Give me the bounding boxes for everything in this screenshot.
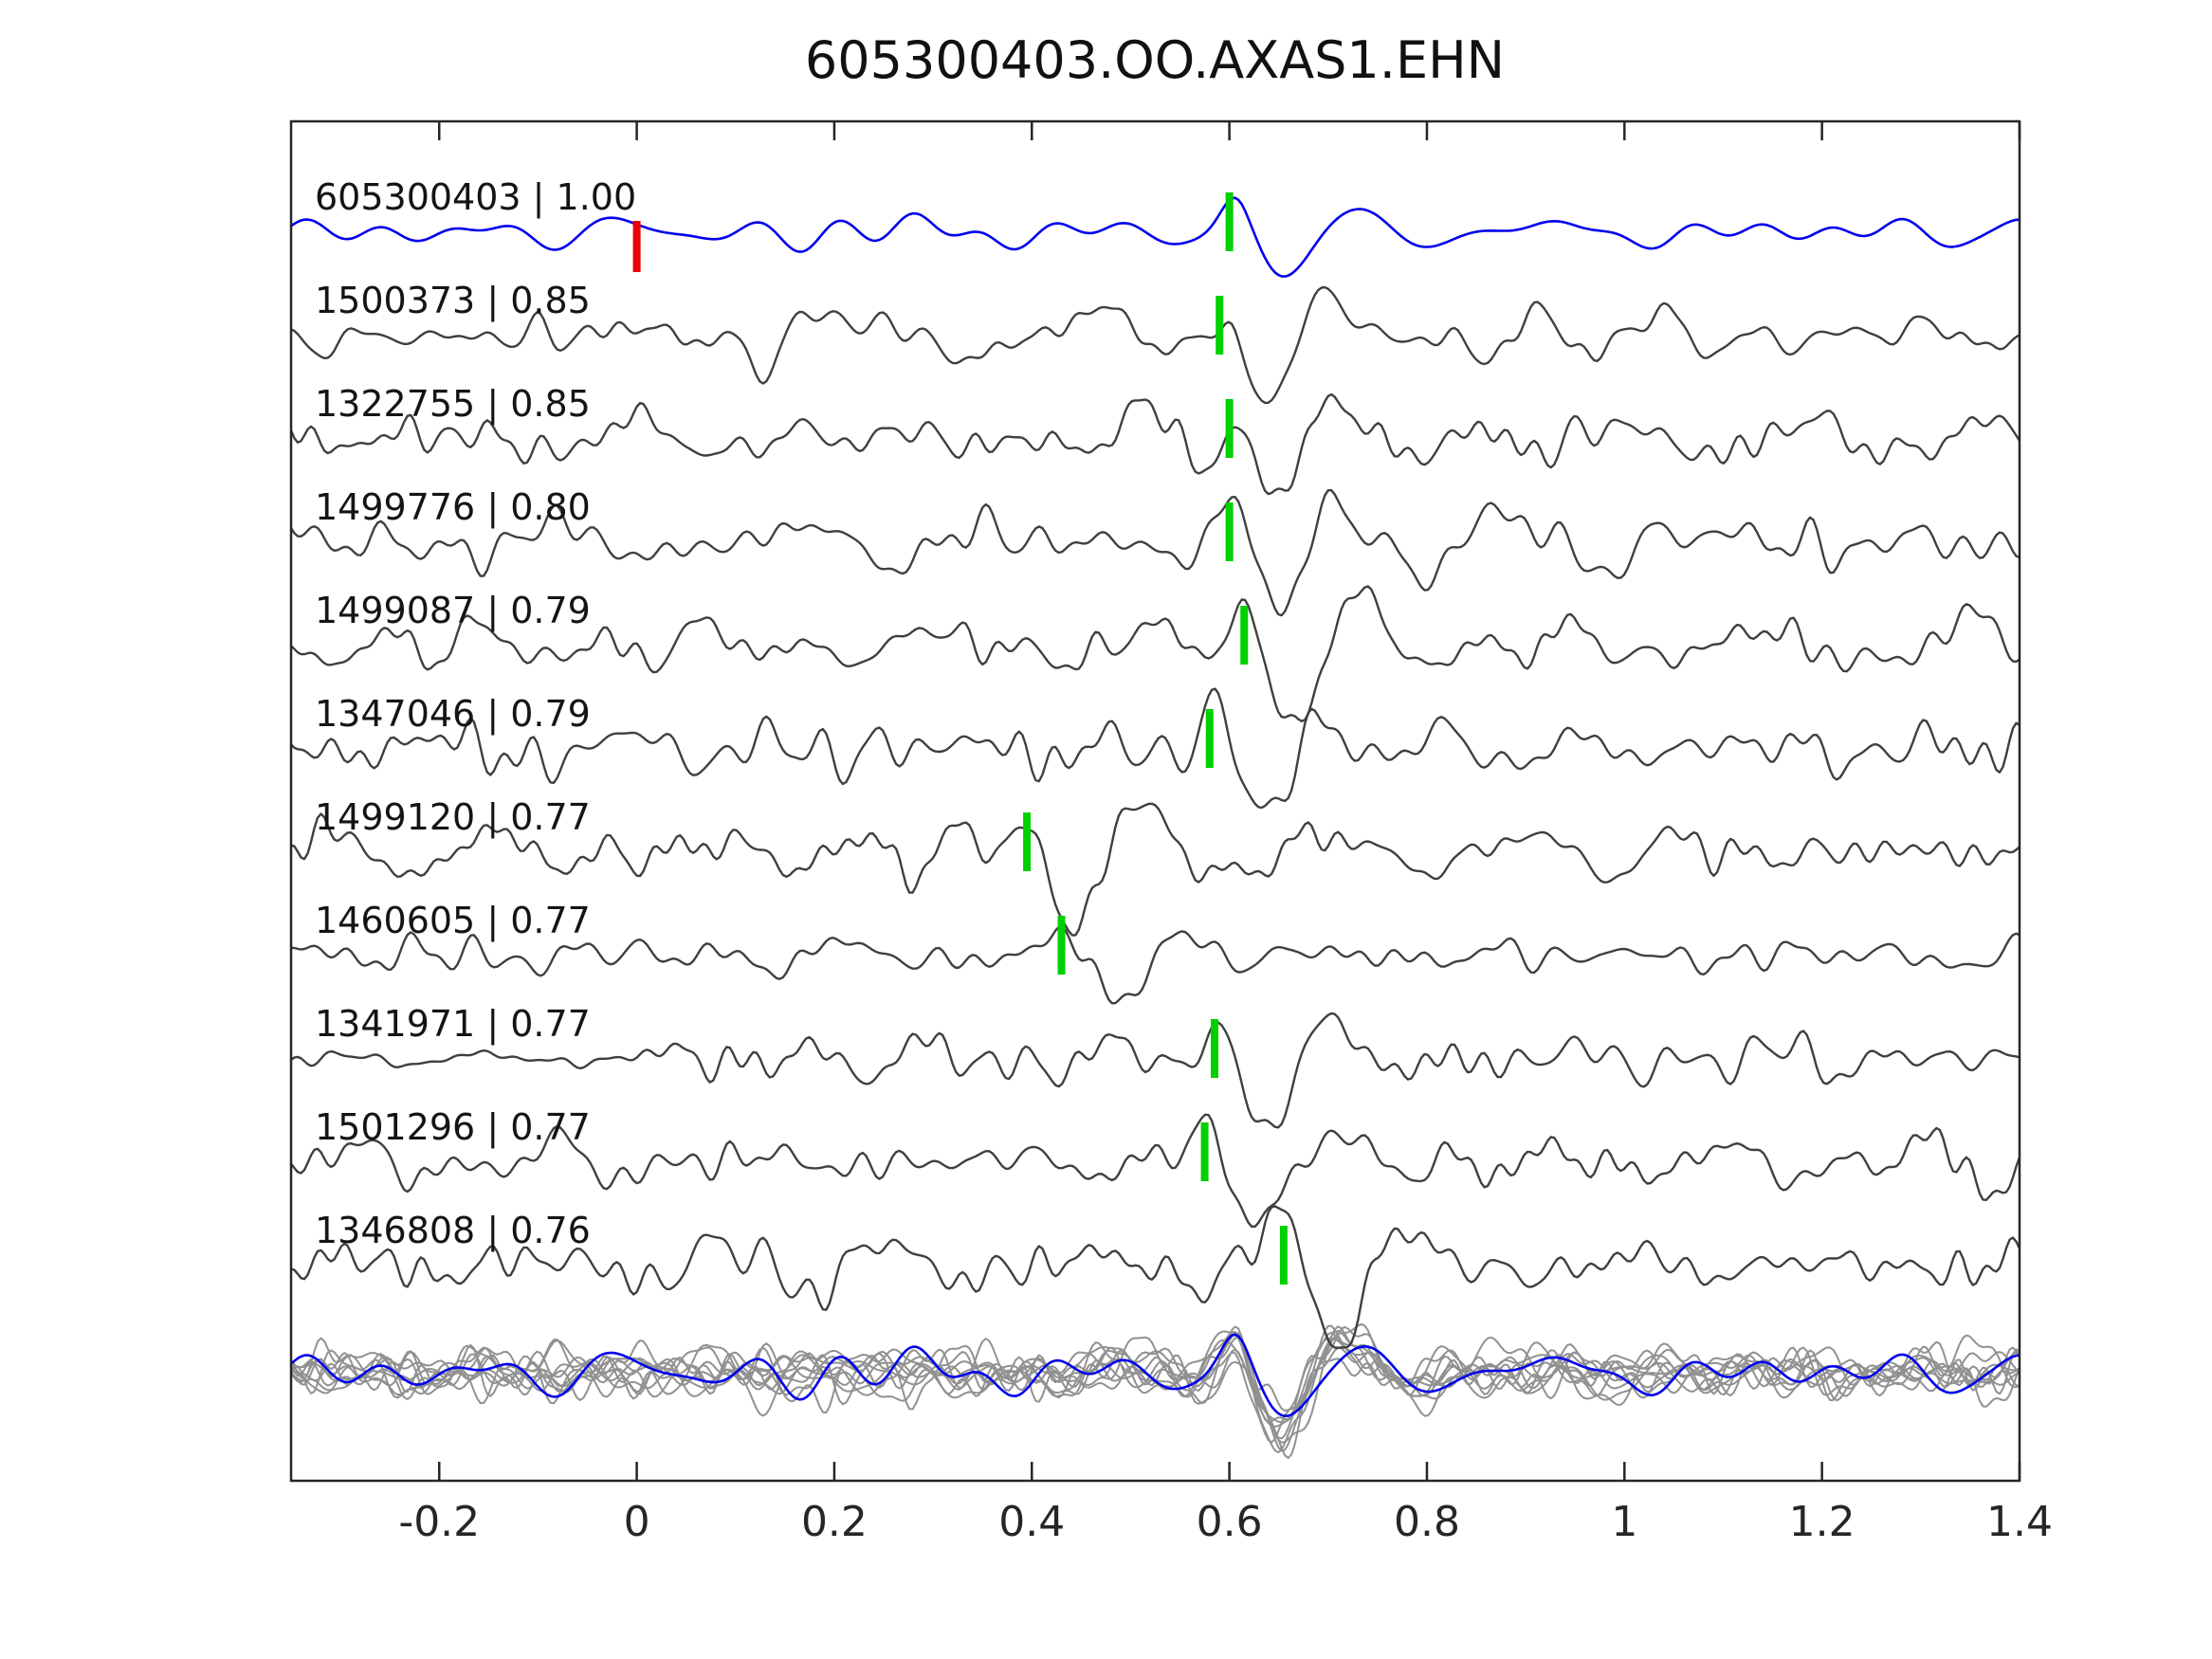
x-tick-label: -0.2: [398, 1498, 480, 1546]
trace-label-605300403: 605300403 | 1.00: [315, 176, 636, 219]
overlay-template-trace: [291, 1333, 2020, 1417]
waveform-trace-605300403: [291, 196, 2020, 278]
x-tick-label: 1.4: [1986, 1498, 2053, 1546]
trace-label-1500373: 1500373 | 0.85: [315, 280, 591, 322]
axis-ticks: -0.2 0 0.2 0.4 0.6 0.8 1 1.2 1.4: [398, 121, 2053, 1546]
x-tick-label: 0: [624, 1498, 650, 1546]
trace-label-1499087: 1499087 | 0.79: [315, 590, 591, 632]
trace-label-1501296: 1501296 | 0.77: [315, 1106, 591, 1149]
trace-group: [291, 196, 2020, 1349]
waveform-trace-1460605: [291, 925, 2020, 1005]
trace-label-1499776: 1499776 | 0.80: [315, 486, 591, 529]
trace-labels: 605300403 | 1.00 1500373 | 0.85 1322755 | …: [315, 176, 636, 1252]
waveform-trace-1347046: [291, 687, 2020, 810]
trace-label-1322755: 1322755 | 0.85: [315, 383, 591, 426]
x-tick-label: 1.2: [1789, 1498, 1856, 1546]
x-tick-label: 0.2: [801, 1498, 868, 1546]
overlay-trace-1460605: [291, 1337, 2020, 1424]
waveform-trace-1501296: [291, 1113, 2020, 1228]
overlay-trace-1501296: [291, 1322, 2020, 1444]
waveform-trace-1500373: [291, 285, 2020, 405]
waveform-trace-1346808: [291, 1205, 2020, 1349]
waveform-trace-1499120: [291, 802, 2020, 937]
overlay-trace-1341971: [291, 1329, 2020, 1452]
waveform-trace-1499776: [291, 489, 2020, 617]
x-tick-label: 0.6: [1197, 1498, 1263, 1546]
trace-label-1460605: 1460605 | 0.77: [315, 900, 591, 942]
trace-label-1499120: 1499120 | 0.77: [315, 796, 591, 839]
x-tick-label: 0.8: [1394, 1498, 1460, 1546]
axis-box: [289, 119, 2021, 1483]
trace-label-1341971: 1341971 | 0.77: [315, 1003, 591, 1046]
x-tick-label: 1: [1611, 1498, 1637, 1546]
waveform-trace-1341971: [291, 1012, 2020, 1129]
waveform-trace-1322755: [291, 392, 2020, 496]
waveform-trace-1499087: [291, 585, 2020, 722]
overlay-stack: [291, 1322, 2020, 1459]
trace-label-1347046: 1347046 | 0.79: [315, 693, 591, 736]
trace-label-1346808: 1346808 | 0.76: [315, 1210, 591, 1252]
pick-markers: [632, 192, 1288, 1285]
chart-title: 605300403.OO.AXAS1.EHN: [805, 30, 1505, 90]
x-tick-label: 0.4: [998, 1498, 1065, 1546]
